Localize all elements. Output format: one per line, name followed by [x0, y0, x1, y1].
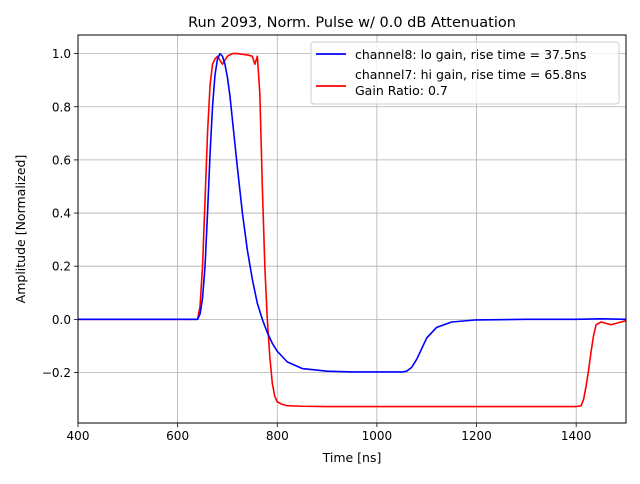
y-tick-label: 0.4	[52, 207, 71, 221]
series-line-channel8	[78, 52, 627, 373]
chart-title: Run 2093, Norm. Pulse w/ 0.0 dB Attenuat…	[188, 15, 516, 31]
x-tick-label: 1000	[362, 429, 393, 443]
x-tick-label: 600	[166, 429, 189, 443]
x-tick-label: 1400	[561, 429, 592, 443]
legend: channel8: lo gain, rise time = 37.5ns ch…	[310, 41, 620, 105]
x-tick-label: 800	[266, 429, 289, 443]
x-tick-label: 400	[67, 429, 90, 443]
y-tick-label: 0.8	[52, 100, 71, 114]
y-axis-ticks: −0.2 0.0 0.2 0.4 0.6 0.8 1.0	[42, 47, 78, 380]
x-axis-label: Time [ns]	[322, 450, 382, 465]
x-tick-label: 1200	[461, 429, 492, 443]
y-axis-label: Amplitude [Normalized]	[13, 155, 28, 304]
legend-box	[310, 41, 620, 105]
legend-label-channel8: channel8: lo gain, rise time = 37.5ns	[355, 47, 586, 62]
y-tick-label: 0.0	[52, 313, 71, 327]
y-tick-label: 0.2	[52, 260, 71, 274]
y-tick-label: 1.0	[52, 47, 71, 61]
plot-frame	[77, 34, 627, 424]
x-axis-ticks: 400 600 800 1000 1200 1400	[67, 423, 592, 443]
series-layer	[78, 52, 627, 408]
legend-gain-ratio: Gain Ratio: 0.7	[355, 83, 448, 98]
series-line-channel7	[78, 52, 627, 408]
y-tick-label: −0.2	[42, 366, 71, 380]
y-tick-label: 0.6	[52, 153, 71, 167]
legend-label-channel7: channel7: hi gain, rise time = 65.8ns	[355, 67, 587, 82]
